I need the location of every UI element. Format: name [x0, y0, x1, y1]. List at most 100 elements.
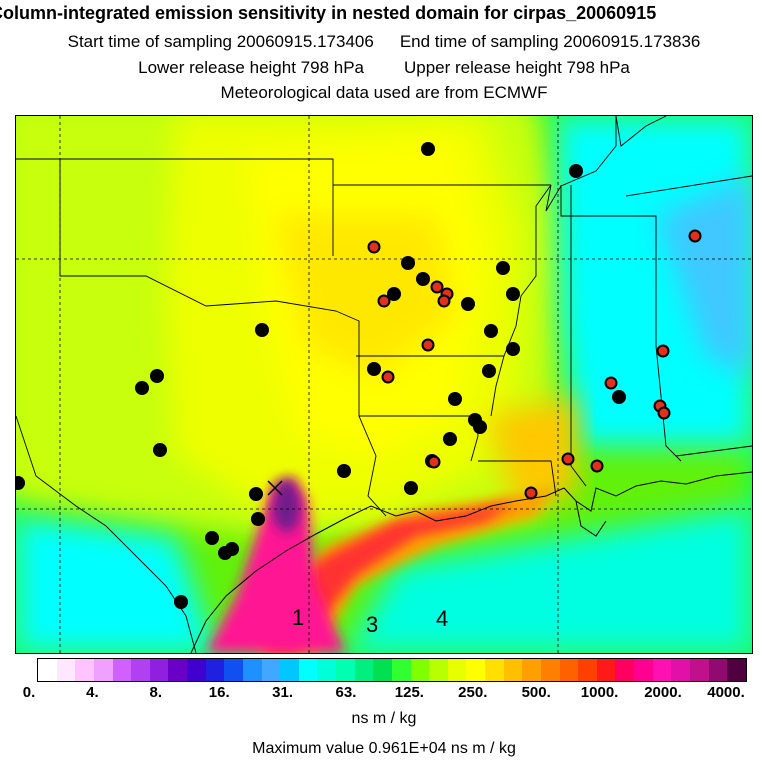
station-marker-red	[561, 452, 575, 466]
color-bar-segment	[503, 659, 523, 681]
station-marker	[569, 164, 583, 178]
color-bar-tick-label: 4.	[86, 684, 99, 701]
station-marker-red	[427, 455, 441, 469]
sensitivity-field	[16, 116, 752, 653]
color-bar-segment	[522, 659, 541, 681]
color-bar	[37, 658, 747, 682]
color-bar-segment	[559, 659, 579, 681]
color-bar-tick-label: 31.	[272, 684, 294, 701]
color-bar-tick-label: 1000.	[580, 684, 619, 701]
upper-release-height: Upper release height 798 hPa	[404, 58, 630, 77]
color-bar-segment	[540, 659, 560, 681]
station-marker	[448, 392, 462, 406]
station-marker	[404, 481, 418, 495]
color-bar-segment	[652, 659, 672, 681]
color-bar-segment	[336, 659, 355, 681]
color-bar-segment	[168, 659, 187, 681]
station-marker	[153, 443, 167, 457]
met-data-source: Meteorological data used are from ECMWF	[220, 83, 548, 102]
stations-black	[16, 142, 626, 609]
station-marker-red	[367, 240, 381, 254]
color-bar-segment	[485, 659, 504, 681]
station-marker	[506, 287, 520, 301]
color-bar-segment	[205, 659, 225, 681]
color-bar-segment	[727, 659, 746, 681]
coastline	[190, 471, 752, 653]
start-time: Start time of sampling 20060915.173406	[67, 32, 374, 51]
color-bar-segment	[578, 659, 597, 681]
maximum-value: Maximum value 0.961E+04 ns m / kg	[252, 740, 516, 757]
plot-title: Column-integrated emission sensitivity i…	[0, 3, 657, 23]
color-bar-tick-label: 2000.	[644, 684, 682, 701]
color-bar-ticks: 0. 4. 8. 16. 31. 63. 125. 250. 500. 1000. 2000. 400…	[0, 684, 768, 704]
station-marker	[251, 512, 265, 526]
station-marker	[249, 487, 263, 501]
color-bar-segment	[261, 659, 281, 681]
grid-lines	[16, 116, 752, 653]
station-marker	[387, 287, 401, 301]
station-marker-red	[377, 294, 391, 308]
station-marker-red	[604, 376, 618, 390]
color-bar-segment	[708, 659, 728, 681]
lower-release-height: Lower release height 798 hPa	[138, 58, 364, 77]
release-heights: Lower release height 798 hPa Upper releas…	[0, 58, 768, 78]
color-bar-tick-label: 8.	[149, 684, 163, 701]
end-time: End time of sampling 20060915.173836	[399, 32, 701, 51]
station-marker	[150, 369, 164, 383]
color-bar-tick-label: 0.	[22, 684, 36, 701]
color-bar-tick-label: 500.	[521, 684, 551, 701]
station-marker	[205, 531, 219, 545]
station-marker	[367, 362, 381, 376]
station-marker	[401, 256, 415, 270]
station-marker-red	[656, 344, 670, 358]
station-marker-red	[590, 459, 604, 473]
label-1: 1	[292, 605, 304, 630]
color-bar-segment	[56, 659, 76, 681]
color-bar-segment	[671, 659, 690, 681]
color-bar-segment	[112, 659, 132, 681]
color-bar-segment	[75, 659, 94, 681]
station-marker	[473, 420, 487, 434]
color-bar-segment	[317, 659, 336, 681]
station-marker	[421, 142, 435, 156]
label-4: 4	[436, 606, 448, 631]
color-bar-tick-label: 16.	[208, 684, 230, 701]
color-bar-segment	[466, 659, 485, 681]
units-label: ns m / kg	[351, 710, 417, 727]
stations-red	[367, 229, 702, 500]
color-bar-tick-label: 63.	[335, 684, 357, 701]
emission-sensitivity-map: 1 3 4	[15, 115, 753, 654]
station-marker-red	[421, 338, 435, 352]
station-marker-red	[524, 486, 538, 500]
station-marker	[484, 324, 498, 338]
station-marker-red	[381, 370, 395, 384]
station-marker	[337, 464, 351, 478]
color-bar-segment	[615, 659, 634, 681]
color-bar-segment	[634, 659, 653, 681]
release-point-x-icon	[267, 480, 283, 496]
color-bar-segment	[298, 659, 318, 681]
color-bar-segment	[429, 659, 448, 681]
station-marker	[443, 432, 457, 446]
label-3: 3	[366, 612, 378, 637]
station-marker-red	[657, 406, 671, 420]
color-bar-tick-label: 250.	[458, 684, 488, 701]
station-marker	[16, 476, 25, 490]
sampling-times: Start time of sampling 20060915.173406 En…	[0, 32, 768, 52]
station-marker	[482, 364, 496, 378]
station-marker	[612, 390, 626, 404]
color-bar-segment	[447, 659, 467, 681]
station-marker	[218, 546, 232, 560]
station-marker-red	[437, 294, 451, 308]
station-marker-red	[430, 280, 444, 294]
color-bar-segment	[131, 659, 150, 681]
borders	[16, 116, 752, 653]
color-bar-segment	[410, 659, 430, 681]
color-bar-segment	[38, 659, 57, 681]
color-bar-segment	[187, 659, 206, 681]
station-marker	[255, 323, 269, 337]
station-marker-red	[688, 229, 702, 243]
color-bar-segment	[149, 659, 169, 681]
color-bar-tick-label: 125.	[394, 684, 424, 701]
station-marker	[461, 297, 475, 311]
